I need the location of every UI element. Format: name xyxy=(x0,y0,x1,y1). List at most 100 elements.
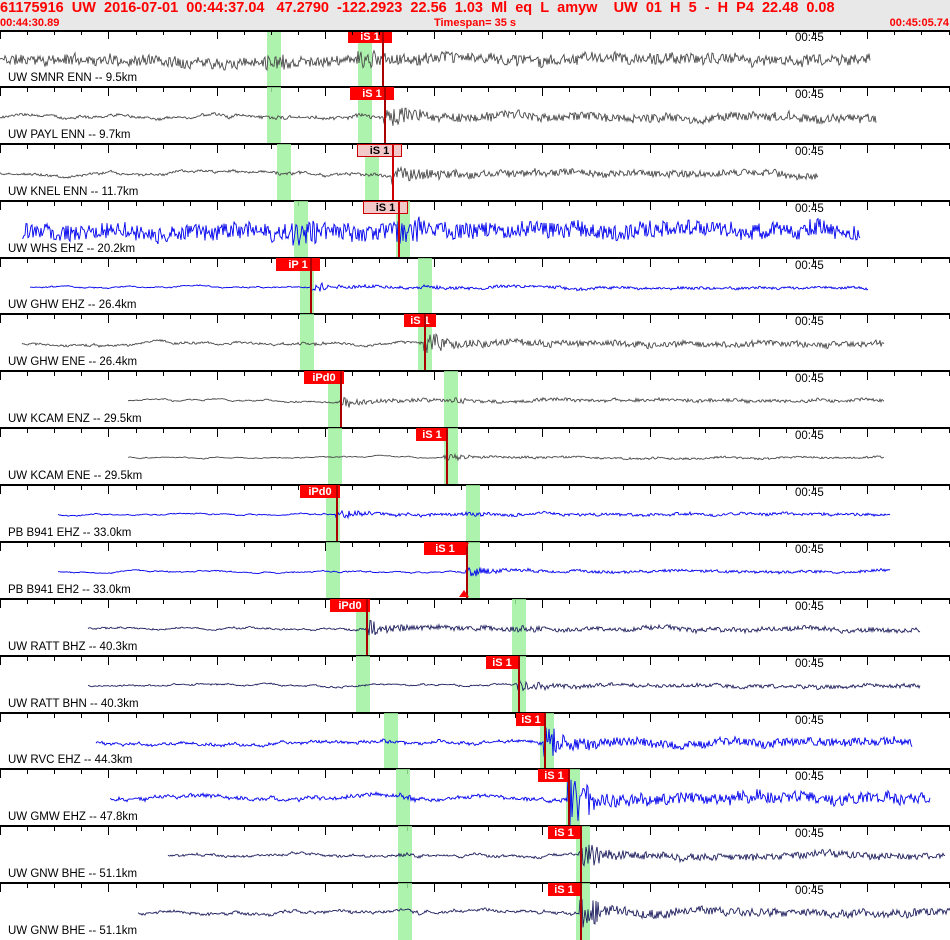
major-tick xyxy=(108,655,110,665)
trace-row[interactable]: UW KCAM ENE -- 29.5km 00:45 iS 1 xyxy=(0,428,950,485)
row-separator xyxy=(0,370,950,373)
phase-pick-line[interactable] xyxy=(568,769,570,827)
minor-tick xyxy=(840,86,842,92)
amplitude-marker-triangle[interactable] xyxy=(459,542,469,550)
phase-pick-line[interactable] xyxy=(340,371,342,429)
phase-pick-label[interactable]: iP 1 xyxy=(276,257,320,271)
trace-panel: UW SMNR ENN -- 9.5km 00:45 iS 1 UW PAYL ENN… xyxy=(0,30,950,940)
phase-pick-line[interactable] xyxy=(382,30,384,87)
minor-tick xyxy=(569,371,571,377)
major-tick xyxy=(758,826,760,836)
minor-tick xyxy=(894,826,896,832)
phase-pick-line[interactable] xyxy=(310,257,312,315)
phase-pick-label[interactable]: iPd0 xyxy=(330,598,370,612)
trace-row[interactable]: UW GHW ENE -- 26.4km 00:45 iS 1 xyxy=(0,314,950,372)
coda-window-band xyxy=(398,826,412,884)
minor-tick xyxy=(162,485,164,490)
minor-tick xyxy=(81,257,83,263)
major-tick xyxy=(867,598,869,608)
minor-tick xyxy=(704,541,706,547)
minor-tick xyxy=(677,712,679,718)
minor-tick xyxy=(162,30,164,35)
phase-pick-label[interactable]: iPd0 xyxy=(300,485,340,498)
major-tick xyxy=(542,485,543,494)
minor-tick xyxy=(840,30,842,35)
phase-pick-line[interactable] xyxy=(580,826,582,884)
minor-tick xyxy=(406,485,408,490)
phase-pick-line[interactable] xyxy=(424,314,426,372)
minor-tick xyxy=(813,598,814,604)
minor-tick xyxy=(596,598,598,604)
trace-row[interactable]: UW RATT BHZ -- 40.3km 00:45 iPd0 xyxy=(0,598,950,656)
minor-tick xyxy=(271,541,272,547)
major-tick xyxy=(0,314,1,324)
trace-row[interactable]: UW KNEL ENN -- 11.7km 00:45 iS 1 xyxy=(0,143,950,201)
minor-tick xyxy=(569,541,571,547)
minor-tick xyxy=(948,30,950,35)
trace-row[interactable]: UW GNW BHE -- 51.1km 00:45 iS 1 xyxy=(0,883,950,940)
minor-tick xyxy=(785,883,787,889)
phase-pick-label[interactable]: iS 1 xyxy=(548,883,580,897)
time-tick-label: 00:45 xyxy=(795,600,824,613)
trace-row[interactable]: UW GMW EHZ -- 47.8km 00:45 iS 1 xyxy=(0,769,950,827)
trace-row[interactable]: UW GHW EHZ -- 26.4km 00:45 iP 1 xyxy=(0,257,950,315)
minor-tick xyxy=(460,598,462,604)
minor-tick xyxy=(406,143,408,149)
trace-row[interactable]: PB B941 EH2 -- 33.0km 00:45 iS 1 xyxy=(0,541,950,599)
minor-tick xyxy=(54,655,56,661)
phase-pick-label[interactable]: iS 1 xyxy=(357,143,402,157)
phase-pick-line[interactable] xyxy=(392,143,394,201)
trace-row[interactable]: UW RVC EHZ -- 44.3km 00:45 iS 1 xyxy=(0,712,950,770)
minor-tick xyxy=(948,143,950,149)
minor-tick xyxy=(813,883,814,889)
minor-tick xyxy=(189,655,191,661)
trace-row[interactable]: UW GNW BHE -- 51.1km 00:45 iS 1 xyxy=(0,826,950,884)
phase-pick-line[interactable] xyxy=(446,428,448,485)
minor-tick xyxy=(785,655,787,661)
major-tick xyxy=(867,712,869,722)
minor-tick xyxy=(27,30,29,35)
amplitude-marker-triangle[interactable] xyxy=(459,589,469,597)
phase-pick-label[interactable]: iS 1 xyxy=(363,200,408,214)
minor-tick xyxy=(81,883,83,889)
trace-row[interactable]: UW RATT BHN -- 40.3km 00:45 iS 1 xyxy=(0,655,950,713)
phase-pick-label[interactable]: iS 1 xyxy=(516,712,546,726)
minor-tick xyxy=(243,541,245,547)
trace-row[interactable]: UW PAYL ENN -- 9.7km 00:45 iS 1 xyxy=(0,86,950,144)
phase-pick-label[interactable]: iS 1 xyxy=(548,826,580,840)
phase-pick-label[interactable]: iS 1 xyxy=(404,314,436,328)
minor-tick xyxy=(921,769,923,775)
phase-pick-label[interactable]: iPd0 xyxy=(304,371,344,385)
phase-pick-line[interactable] xyxy=(366,598,368,656)
phase-pick-line[interactable] xyxy=(398,200,400,258)
major-tick xyxy=(108,314,110,324)
phase-pick-label[interactable]: iS 1 xyxy=(416,428,448,442)
phase-pick-label[interactable]: iS 1 xyxy=(350,86,394,100)
phase-pick-label[interactable]: iS 1 xyxy=(486,655,518,669)
phase-pick-line[interactable] xyxy=(466,541,468,599)
minor-tick xyxy=(379,826,381,832)
minor-tick xyxy=(352,257,354,263)
trace-row[interactable]: PB B941 EHZ -- 33.0km 00:45 iPd0 xyxy=(0,485,950,542)
phase-pick-label[interactable]: iS 1 xyxy=(424,541,466,555)
phase-pick-line[interactable] xyxy=(336,485,338,542)
phase-pick-label[interactable]: iS 1 xyxy=(538,769,570,783)
phase-pick-line[interactable] xyxy=(544,712,546,770)
major-tick xyxy=(325,143,327,153)
auth-network: UW xyxy=(613,0,638,16)
major-tick xyxy=(650,485,652,494)
time-tick-label: 00:45 xyxy=(795,771,824,784)
minor-tick xyxy=(243,769,245,775)
phase-pick-line[interactable] xyxy=(384,86,386,144)
trace-row[interactable]: UW KCAM ENZ -- 29.5km 00:45 iPd0 xyxy=(0,371,950,429)
major-tick xyxy=(433,485,435,494)
major-tick xyxy=(542,541,543,551)
minor-tick xyxy=(840,712,842,718)
trace-row[interactable]: UW WHS EHZ -- 20.2km 00:45 iS 1 xyxy=(0,200,950,258)
phase-pick-line[interactable] xyxy=(580,883,582,940)
major-tick xyxy=(216,428,218,438)
minor-tick xyxy=(487,428,489,434)
minor-tick xyxy=(487,314,489,320)
phase-pick-line[interactable] xyxy=(518,655,520,713)
minor-tick xyxy=(569,86,571,92)
